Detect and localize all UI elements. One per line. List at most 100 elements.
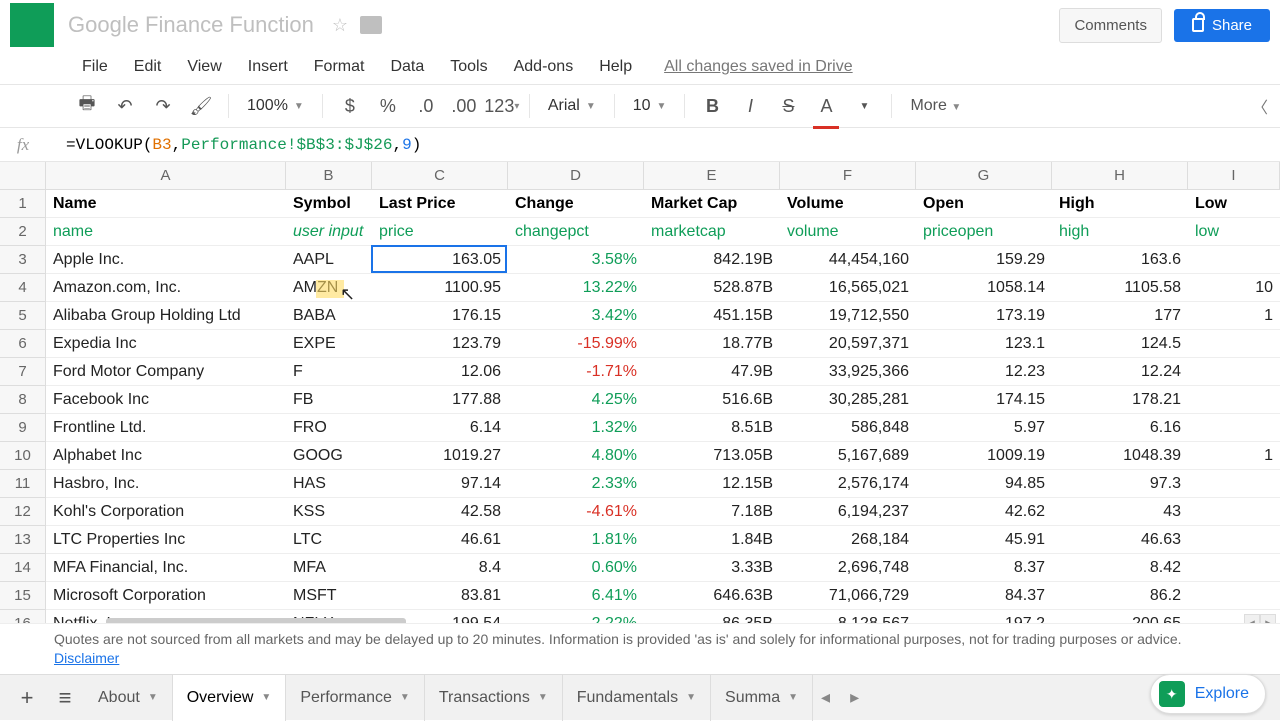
cell[interactable]: 84.37 [916,582,1052,610]
cell[interactable] [1188,386,1280,414]
cell[interactable]: GOOG [286,442,372,470]
cell[interactable]: 713.05B [644,442,780,470]
percent-icon[interactable]: % [371,89,405,123]
cell[interactable]: 268,184 [780,526,916,554]
cell[interactable]: 163.05 [372,246,508,274]
cell[interactable]: 1105.58 [1052,274,1188,302]
row-head-9[interactable]: 9 [0,414,46,442]
cell[interactable]: 0.60% [508,554,644,582]
cell[interactable]: EXPE [286,330,372,358]
cell[interactable]: 528.87B [644,274,780,302]
cell[interactable]: 12.24 [1052,358,1188,386]
cell[interactable]: AMZN [286,274,372,302]
row-head-4[interactable]: 4 [0,274,46,302]
col-head-F[interactable]: F [780,162,916,190]
col-head-H[interactable]: H [1052,162,1188,190]
explore-button[interactable]: Explore [1150,674,1266,714]
cell[interactable]: 12.15B [644,470,780,498]
cell[interactable]: -4.61% [508,498,644,526]
cell[interactable]: Alphabet Inc [46,442,286,470]
comments-button[interactable]: Comments [1059,8,1162,43]
col-head-B[interactable]: B [286,162,372,190]
cell[interactable]: 174.15 [916,386,1052,414]
cell[interactable]: Market Cap [644,190,780,218]
menu-file[interactable]: File [70,54,120,80]
cell[interactable]: LTC [286,526,372,554]
cell[interactable]: 176.15 [372,302,508,330]
cell[interactable]: volume [780,218,916,246]
zoom-select[interactable]: 100%▼ [239,97,312,115]
cell[interactable]: 3.42% [508,302,644,330]
cell[interactable]: Name [46,190,286,218]
menu-data[interactable]: Data [378,54,436,80]
cell[interactable]: marketcap [644,218,780,246]
chevron-down-icon[interactable]: ▼ [847,89,881,123]
bold-icon[interactable]: B [695,89,729,123]
cell[interactable]: 5.97 [916,414,1052,442]
cell[interactable]: 2,696,748 [780,554,916,582]
cell[interactable]: 97.3 [1052,470,1188,498]
cell[interactable]: 42.58 [372,498,508,526]
cell[interactable]: KSS [286,498,372,526]
cell[interactable]: 71,066,729 [780,582,916,610]
tab-summa[interactable]: Summa▼ [711,675,813,721]
cell[interactable]: 123.79 [372,330,508,358]
cell[interactable]: 163.6 [1052,246,1188,274]
cell[interactable]: 516.6B [644,386,780,414]
cell[interactable]: 5,167,689 [780,442,916,470]
font-select[interactable]: Arial▼ [540,97,604,115]
col-head-D[interactable]: D [508,162,644,190]
cell[interactable]: 8.4 [372,554,508,582]
cell[interactable]: 8.42 [1052,554,1188,582]
menu-view[interactable]: View [175,54,233,80]
cell[interactable]: 12.23 [916,358,1052,386]
cell[interactable]: 1.84B [644,526,780,554]
row-head-15[interactable]: 15 [0,582,46,610]
cell[interactable] [1188,330,1280,358]
cell[interactable]: 123.1 [916,330,1052,358]
cell[interactable]: 3.58% [508,246,644,274]
undo-icon[interactable]: ↶ [108,89,142,123]
cell[interactable]: 1100.95 [372,274,508,302]
row-head-5[interactable]: 5 [0,302,46,330]
cell[interactable]: 44,454,160 [780,246,916,274]
disclaimer-link[interactable]: Disclaimer [54,650,119,666]
menu-edit[interactable]: Edit [122,54,174,80]
cell[interactable]: 124.5 [1052,330,1188,358]
cell[interactable]: 1 [1188,442,1280,470]
cell[interactable]: MFA [286,554,372,582]
cell[interactable] [1188,526,1280,554]
cell[interactable] [1188,498,1280,526]
col-head-A[interactable]: A [46,162,286,190]
cell[interactable]: 1.32% [508,414,644,442]
cell[interactable]: MFA Financial, Inc. [46,554,286,582]
cell[interactable]: HAS [286,470,372,498]
cell[interactable]: 83.81 [372,582,508,610]
cell[interactable]: 10 [1188,274,1280,302]
cell[interactable]: -1.71% [508,358,644,386]
row-head-8[interactable]: 8 [0,386,46,414]
cell[interactable]: F [286,358,372,386]
collapse-toolbar-icon[interactable]: 〈 [1252,94,1268,118]
tab-scroll-left-icon[interactable]: ◂ [821,687,830,708]
cell[interactable]: 2,576,174 [780,470,916,498]
tab-transactions[interactable]: Transactions▼ [425,675,563,721]
cell[interactable]: Ford Motor Company [46,358,286,386]
row-head-12[interactable]: 12 [0,498,46,526]
cell[interactable]: 2.33% [508,470,644,498]
cell[interactable]: 1048.39 [1052,442,1188,470]
drive-status[interactable]: All changes saved in Drive [664,58,853,76]
cell[interactable]: Alibaba Group Holding Ltd [46,302,286,330]
cell[interactable]: 173.19 [916,302,1052,330]
cell[interactable]: 45.91 [916,526,1052,554]
tab-about[interactable]: About▼ [84,675,173,721]
doc-name[interactable]: Google Finance Function [68,12,314,38]
fontsize-select[interactable]: 10▼ [625,97,675,115]
row-head-7[interactable]: 7 [0,358,46,386]
all-sheets-button[interactable]: ≡ [46,679,84,717]
cell[interactable]: MSFT [286,582,372,610]
italic-icon[interactable]: I [733,89,767,123]
cell[interactable]: 1058.14 [916,274,1052,302]
cell[interactable]: FB [286,386,372,414]
cell[interactable]: price [372,218,508,246]
